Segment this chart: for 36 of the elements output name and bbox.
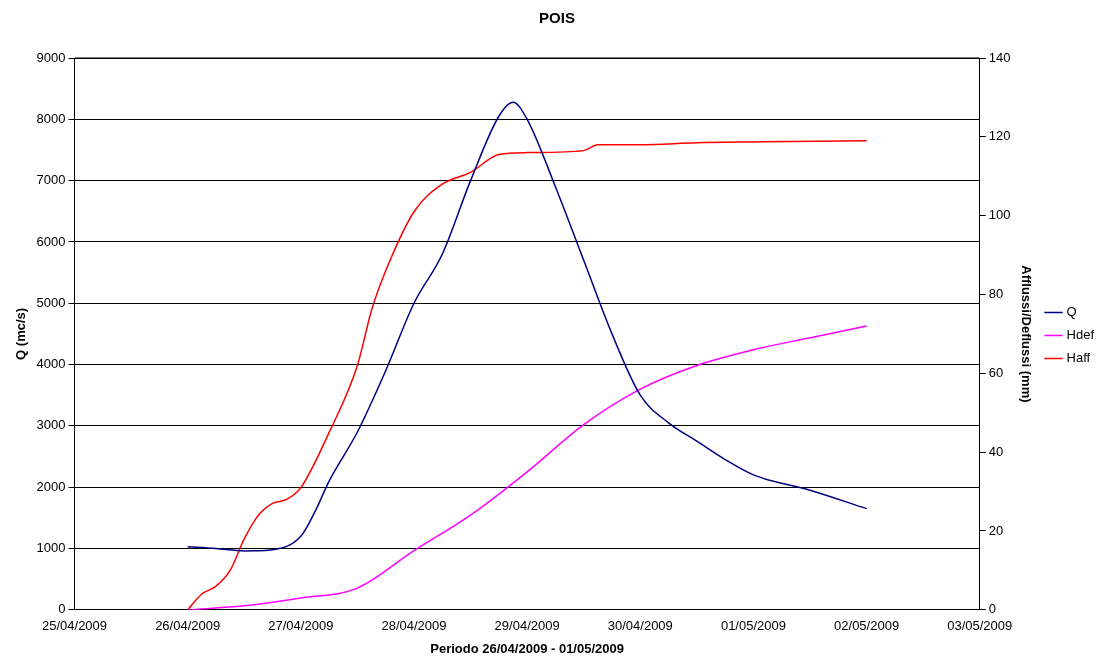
- y2-tick-label: 0: [988, 601, 996, 617]
- legend-label: Hdef: [1066, 327, 1095, 343]
- y2-tick-label: 40: [988, 443, 1004, 459]
- y-tick-label: 5000: [36, 294, 66, 310]
- y-tick-label: 4000: [36, 356, 66, 372]
- x-tick-label: 03/05/2009: [947, 618, 1013, 634]
- line-series: [186, 101, 868, 552]
- y-tick-label: 8000: [36, 110, 66, 126]
- x-tick-label: 26/04/2009: [155, 618, 221, 634]
- y-tick-label: 0: [58, 601, 66, 617]
- x-tick-label: 27/04/2009: [268, 618, 334, 634]
- y2-tick-label: 80: [988, 286, 1004, 302]
- x-tick-label: 25/04/2009: [41, 618, 108, 634]
- y-tick-label: 3000: [36, 417, 66, 433]
- y-tick-label: 7000: [36, 172, 66, 188]
- y2-tick-label: 100: [988, 207, 1011, 223]
- line-series: [186, 140, 868, 610]
- x-tick-label: 01/05/2009: [720, 618, 786, 634]
- y2-tick-label: 140: [988, 49, 1011, 65]
- x-tick-label: 30/04/2009: [607, 618, 673, 634]
- y-tick-label: 9000: [36, 49, 66, 65]
- y-axis-title: Q (mc/s): [13, 307, 29, 360]
- x-axis-title: Periodo 26/04/2009 - 01/05/2009: [430, 640, 624, 656]
- x-tick-label: 29/04/2009: [494, 618, 560, 634]
- legend-label: Haff: [1066, 350, 1091, 366]
- y2-tick-label: 20: [988, 522, 1004, 538]
- y-tick-label: 6000: [36, 233, 66, 249]
- y2-axis-title: Afflussi/Deflussi (mm): [1018, 265, 1034, 403]
- y-tick-label: 1000: [36, 540, 66, 556]
- chart-title: POIS: [539, 9, 575, 27]
- y2-tick-label: 120: [988, 128, 1011, 144]
- legend-label: Q: [1066, 304, 1077, 320]
- y2-tick-label: 60: [988, 364, 1004, 380]
- y-tick-label: 2000: [36, 478, 66, 494]
- x-tick-label: 28/04/2009: [381, 618, 447, 634]
- x-tick-label: 02/05/2009: [834, 618, 900, 634]
